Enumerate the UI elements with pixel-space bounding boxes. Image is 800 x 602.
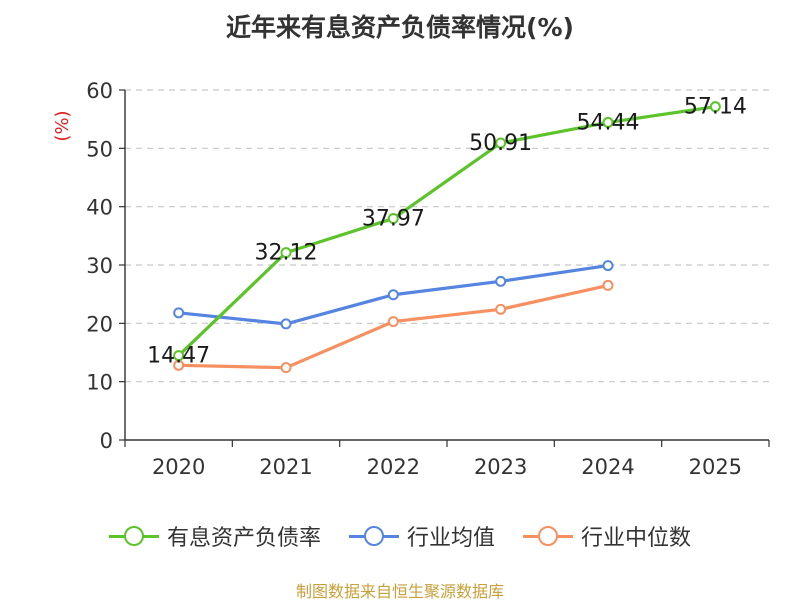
data-label-2024: 54.44 bbox=[577, 110, 640, 135]
y-tick-label-20: 20 bbox=[86, 312, 113, 336]
x-tick-label-2022: 2022 bbox=[367, 455, 420, 479]
y-tick-label-40: 40 bbox=[86, 196, 113, 220]
data-label-2025: 57.14 bbox=[684, 95, 747, 120]
axes: 0 10 20 30 40 50 60 2020 2021 2022 2023 2024 2025 bbox=[86, 79, 770, 479]
data-point-s0-2022 bbox=[387, 213, 399, 225]
data-point-s0-2020 bbox=[173, 350, 185, 362]
legend-label-debt-ratio: 有息资产负债率 bbox=[166, 526, 321, 551]
data-point-s0-2024 bbox=[602, 116, 614, 128]
y-tick-label-0: 0 bbox=[100, 429, 113, 453]
data-label-2023: 50.91 bbox=[469, 131, 532, 156]
data-point-s2-2021 bbox=[280, 362, 292, 374]
x-tick-label-2021: 2021 bbox=[259, 455, 312, 479]
data-point-s1-2020 bbox=[173, 307, 185, 319]
y-axis-label: (%) bbox=[52, 110, 73, 141]
legend-swatch-industry-median bbox=[523, 525, 573, 547]
legend-label-industry-mean: 行业均值 bbox=[406, 526, 495, 551]
data-point-s1-2022 bbox=[387, 289, 399, 301]
data-point-s1-2021 bbox=[280, 318, 292, 330]
source-note: 制图数据来自恒生聚源数据库 bbox=[295, 582, 504, 601]
y-tick-label-10: 10 bbox=[86, 371, 113, 395]
data-point-s0-2023 bbox=[495, 137, 507, 149]
y-tick-label-60: 60 bbox=[86, 79, 113, 103]
data-label-2021: 32.12 bbox=[255, 241, 318, 266]
x-tick-label-2023: 2023 bbox=[474, 455, 527, 479]
x-tick-label-2020: 2020 bbox=[152, 455, 205, 479]
data-label-2022: 37.97 bbox=[362, 207, 425, 232]
gridlines bbox=[125, 89, 769, 383]
data-point-s2-2024 bbox=[602, 279, 614, 291]
data-label-2020: 14.47 bbox=[147, 344, 210, 369]
x-tick-label-2025: 2025 bbox=[689, 455, 742, 479]
series-group bbox=[173, 101, 721, 374]
data-point-s1-2024 bbox=[602, 260, 614, 272]
data-point-s0-2025 bbox=[709, 101, 721, 113]
data-point-s0-2021 bbox=[280, 247, 292, 259]
legend-item-industry-median[interactable]: 行业中位数 bbox=[523, 520, 691, 552]
data-labels: 14.47 32.12 37.97 50.91 54.44 57.14 bbox=[147, 95, 747, 369]
series-line-0 bbox=[177, 105, 716, 357]
data-point-s1-2023 bbox=[495, 275, 507, 287]
legend-item-industry-mean[interactable]: 行业均值 bbox=[348, 520, 495, 552]
y-tick-label-30: 30 bbox=[86, 254, 113, 278]
data-point-s2-2022 bbox=[387, 316, 399, 328]
legend-swatch-industry-mean bbox=[348, 525, 399, 547]
legend-swatch-debt-ratio bbox=[108, 525, 159, 547]
chart-title: 近年来有息资产负债率情况(%) bbox=[226, 13, 574, 42]
y-tick-label-50: 50 bbox=[86, 137, 113, 161]
legend-item-debt-ratio[interactable]: 有息资产负债率 bbox=[108, 520, 321, 552]
legend: 有息资产负债率 行业均值 行业中位数 bbox=[0, 520, 800, 552]
data-point-s2-2023 bbox=[495, 303, 507, 315]
legend-label-industry-median: 行业中位数 bbox=[581, 526, 692, 551]
x-tick-label-2024: 2024 bbox=[581, 455, 634, 479]
